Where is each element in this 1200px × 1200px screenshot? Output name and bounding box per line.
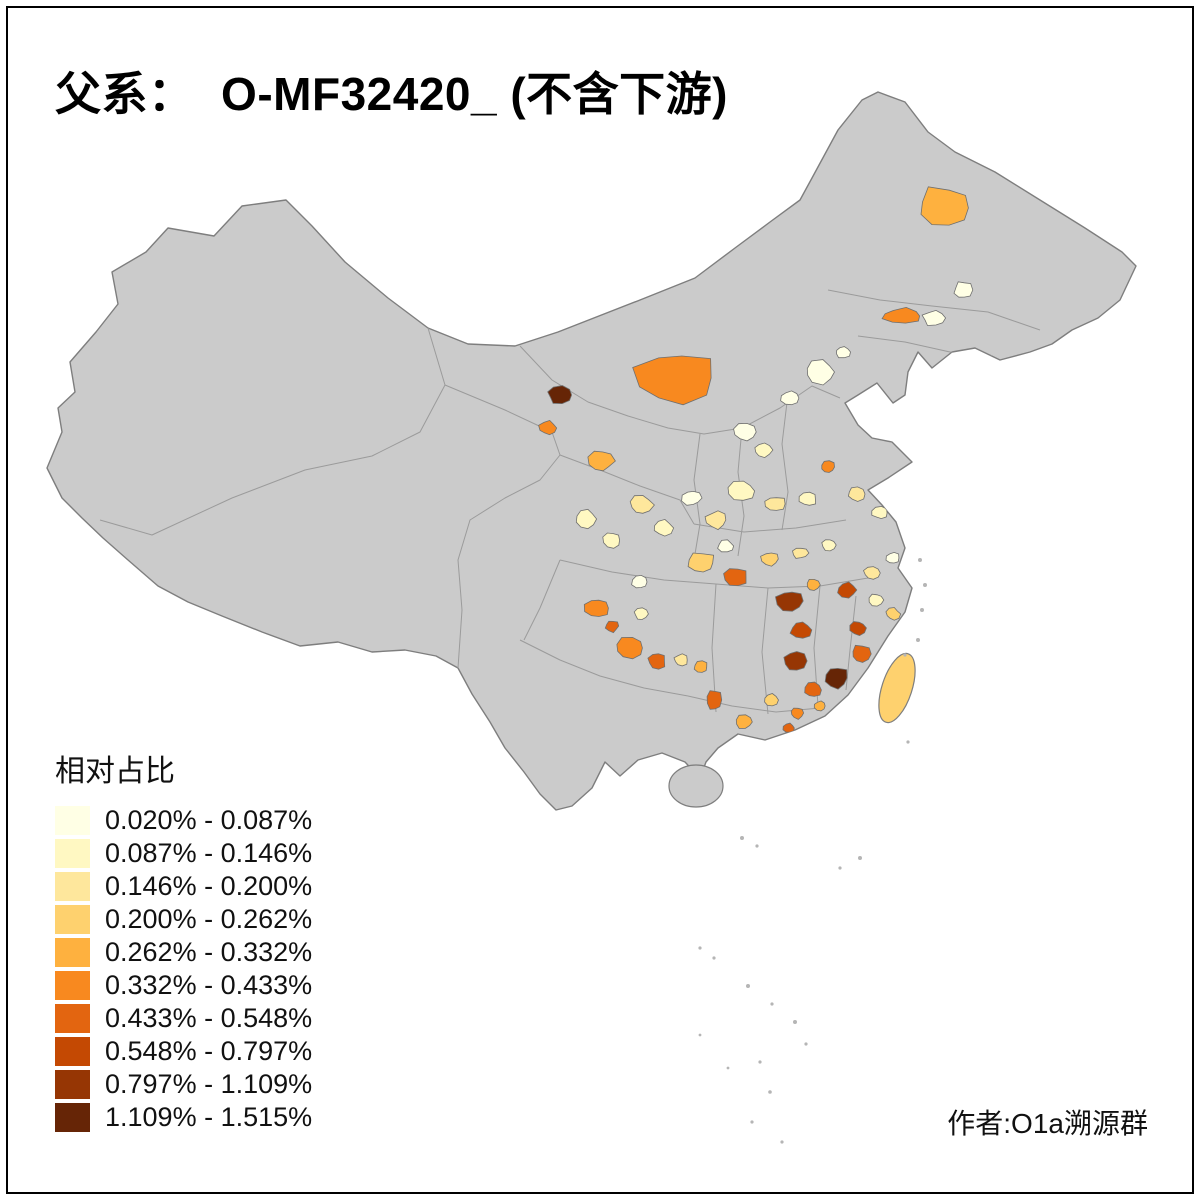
prefecture-region xyxy=(704,510,727,531)
prefecture-region xyxy=(920,186,969,226)
prefecture-region xyxy=(693,660,708,673)
prefecture-region xyxy=(647,653,666,670)
prefecture-region xyxy=(896,515,910,526)
legend-swatch xyxy=(55,1037,90,1066)
prefecture-region xyxy=(764,497,786,511)
prefecture-region xyxy=(602,532,621,549)
prefecture-region xyxy=(783,651,808,671)
prefecture-region xyxy=(863,566,881,580)
taiwan-island-shape xyxy=(878,652,916,724)
prefecture-region xyxy=(632,355,712,406)
legend-row: 0.200% - 0.262% xyxy=(55,903,312,936)
prefecture-region xyxy=(790,707,805,720)
prefecture-region xyxy=(821,460,835,473)
prefecture-region xyxy=(804,681,822,697)
legend-row: 0.433% - 0.548% xyxy=(55,1002,312,1035)
prefecture-region xyxy=(764,693,779,707)
prefecture-region xyxy=(813,700,826,712)
legend-swatch xyxy=(55,938,90,967)
legend-row: 0.797% - 1.109% xyxy=(55,1068,312,1101)
prefecture-region xyxy=(806,359,835,386)
prefecture-region xyxy=(885,607,902,621)
prefecture-region xyxy=(789,621,813,639)
prefecture-region xyxy=(583,599,609,617)
prefecture-region xyxy=(821,539,837,552)
prefecture-region xyxy=(885,551,900,564)
prefecture-region xyxy=(868,593,885,607)
legend-label: 0.200% - 0.262% xyxy=(105,904,313,934)
prefecture-region xyxy=(575,508,598,530)
legend-label: 0.087% - 0.146% xyxy=(105,838,313,868)
prefecture-region xyxy=(723,568,747,587)
prefecture-region xyxy=(760,552,779,567)
prefecture-region xyxy=(587,450,616,472)
legend-row: 0.020% - 0.087% xyxy=(55,804,312,837)
attribution: 作者:O1a溯源群 xyxy=(947,1108,1148,1139)
legend-label: 1.109% - 1.515% xyxy=(105,1102,313,1132)
legend-row: 0.548% - 0.797% xyxy=(55,1035,312,1068)
prefecture-region xyxy=(849,621,867,637)
legend-label: 0.332% - 0.433% xyxy=(105,970,313,1000)
legend-swatch xyxy=(55,1004,90,1033)
prefecture-region xyxy=(631,574,648,589)
prefecture-region xyxy=(775,591,804,612)
legend-swatch xyxy=(55,971,90,1000)
prefecture-region xyxy=(547,385,573,405)
legend-swatch xyxy=(55,872,90,901)
prefecture-region xyxy=(953,281,974,298)
legend-swatch xyxy=(55,839,90,868)
prefecture-region xyxy=(780,390,800,406)
prefecture-region xyxy=(735,714,753,729)
prefecture-region xyxy=(706,690,723,710)
prefecture-region xyxy=(824,667,848,690)
legend-row: 0.146% - 0.200% xyxy=(55,870,312,903)
hainan-island-shape xyxy=(668,764,724,808)
prefecture-region xyxy=(806,579,821,591)
small-islands xyxy=(698,558,927,1144)
legend-swatch xyxy=(55,1070,90,1099)
prefecture-region xyxy=(798,491,817,506)
prefecture-region xyxy=(727,480,756,501)
prefecture-region xyxy=(616,636,643,660)
prefecture-region xyxy=(871,505,888,520)
prefecture-region xyxy=(653,518,675,537)
legend-label: 0.797% - 1.109% xyxy=(105,1069,313,1099)
prefecture-region xyxy=(673,653,688,667)
legend-label: 0.548% - 0.797% xyxy=(105,1036,313,1066)
prefecture-region xyxy=(629,495,655,514)
prefecture-region xyxy=(681,490,703,506)
legend-label: 0.262% - 0.332% xyxy=(105,937,313,967)
prefecture-region xyxy=(847,486,866,502)
prefecture-region xyxy=(921,309,947,326)
legend-row: 0.087% - 0.146% xyxy=(55,837,312,870)
prefecture-regions xyxy=(538,186,974,733)
legend-label: 0.020% - 0.087% xyxy=(105,805,313,835)
prefecture-region xyxy=(881,306,921,324)
prefecture-region xyxy=(836,346,851,359)
legend-row: 0.332% - 0.433% xyxy=(55,969,312,1002)
legend-rows: 0.020% - 0.087% 0.087% - 0.146% 0.146% - 0… xyxy=(55,804,312,1134)
prefecture-region xyxy=(687,552,715,573)
legend-swatch xyxy=(55,806,90,835)
prefecture-region xyxy=(733,422,757,442)
prefecture-region xyxy=(633,607,649,620)
legend-swatch xyxy=(55,1103,90,1132)
legend-row: 0.262% - 0.332% xyxy=(55,936,312,969)
mainland-china-shape xyxy=(46,91,1137,811)
page-title: 父系： O-MF32420_ (不含下游) xyxy=(55,68,728,120)
legend-label: 0.146% - 0.200% xyxy=(105,871,313,901)
prefecture-region xyxy=(754,442,774,459)
prefecture-region xyxy=(538,419,558,436)
legend-swatch xyxy=(55,905,90,934)
prefecture-region xyxy=(837,581,858,599)
prefecture-region xyxy=(792,547,810,559)
legend-label: 0.433% - 0.548% xyxy=(105,1003,313,1033)
legend: 相对占比 0.020% - 0.087% 0.087% - 0.146% 0.146… xyxy=(55,746,312,1134)
prefecture-region xyxy=(852,644,872,663)
legend-row: 1.109% - 1.515% xyxy=(55,1101,312,1134)
prefecture-region xyxy=(604,620,620,634)
prefecture-region xyxy=(717,539,735,553)
legend-title: 相对占比 xyxy=(55,755,175,788)
